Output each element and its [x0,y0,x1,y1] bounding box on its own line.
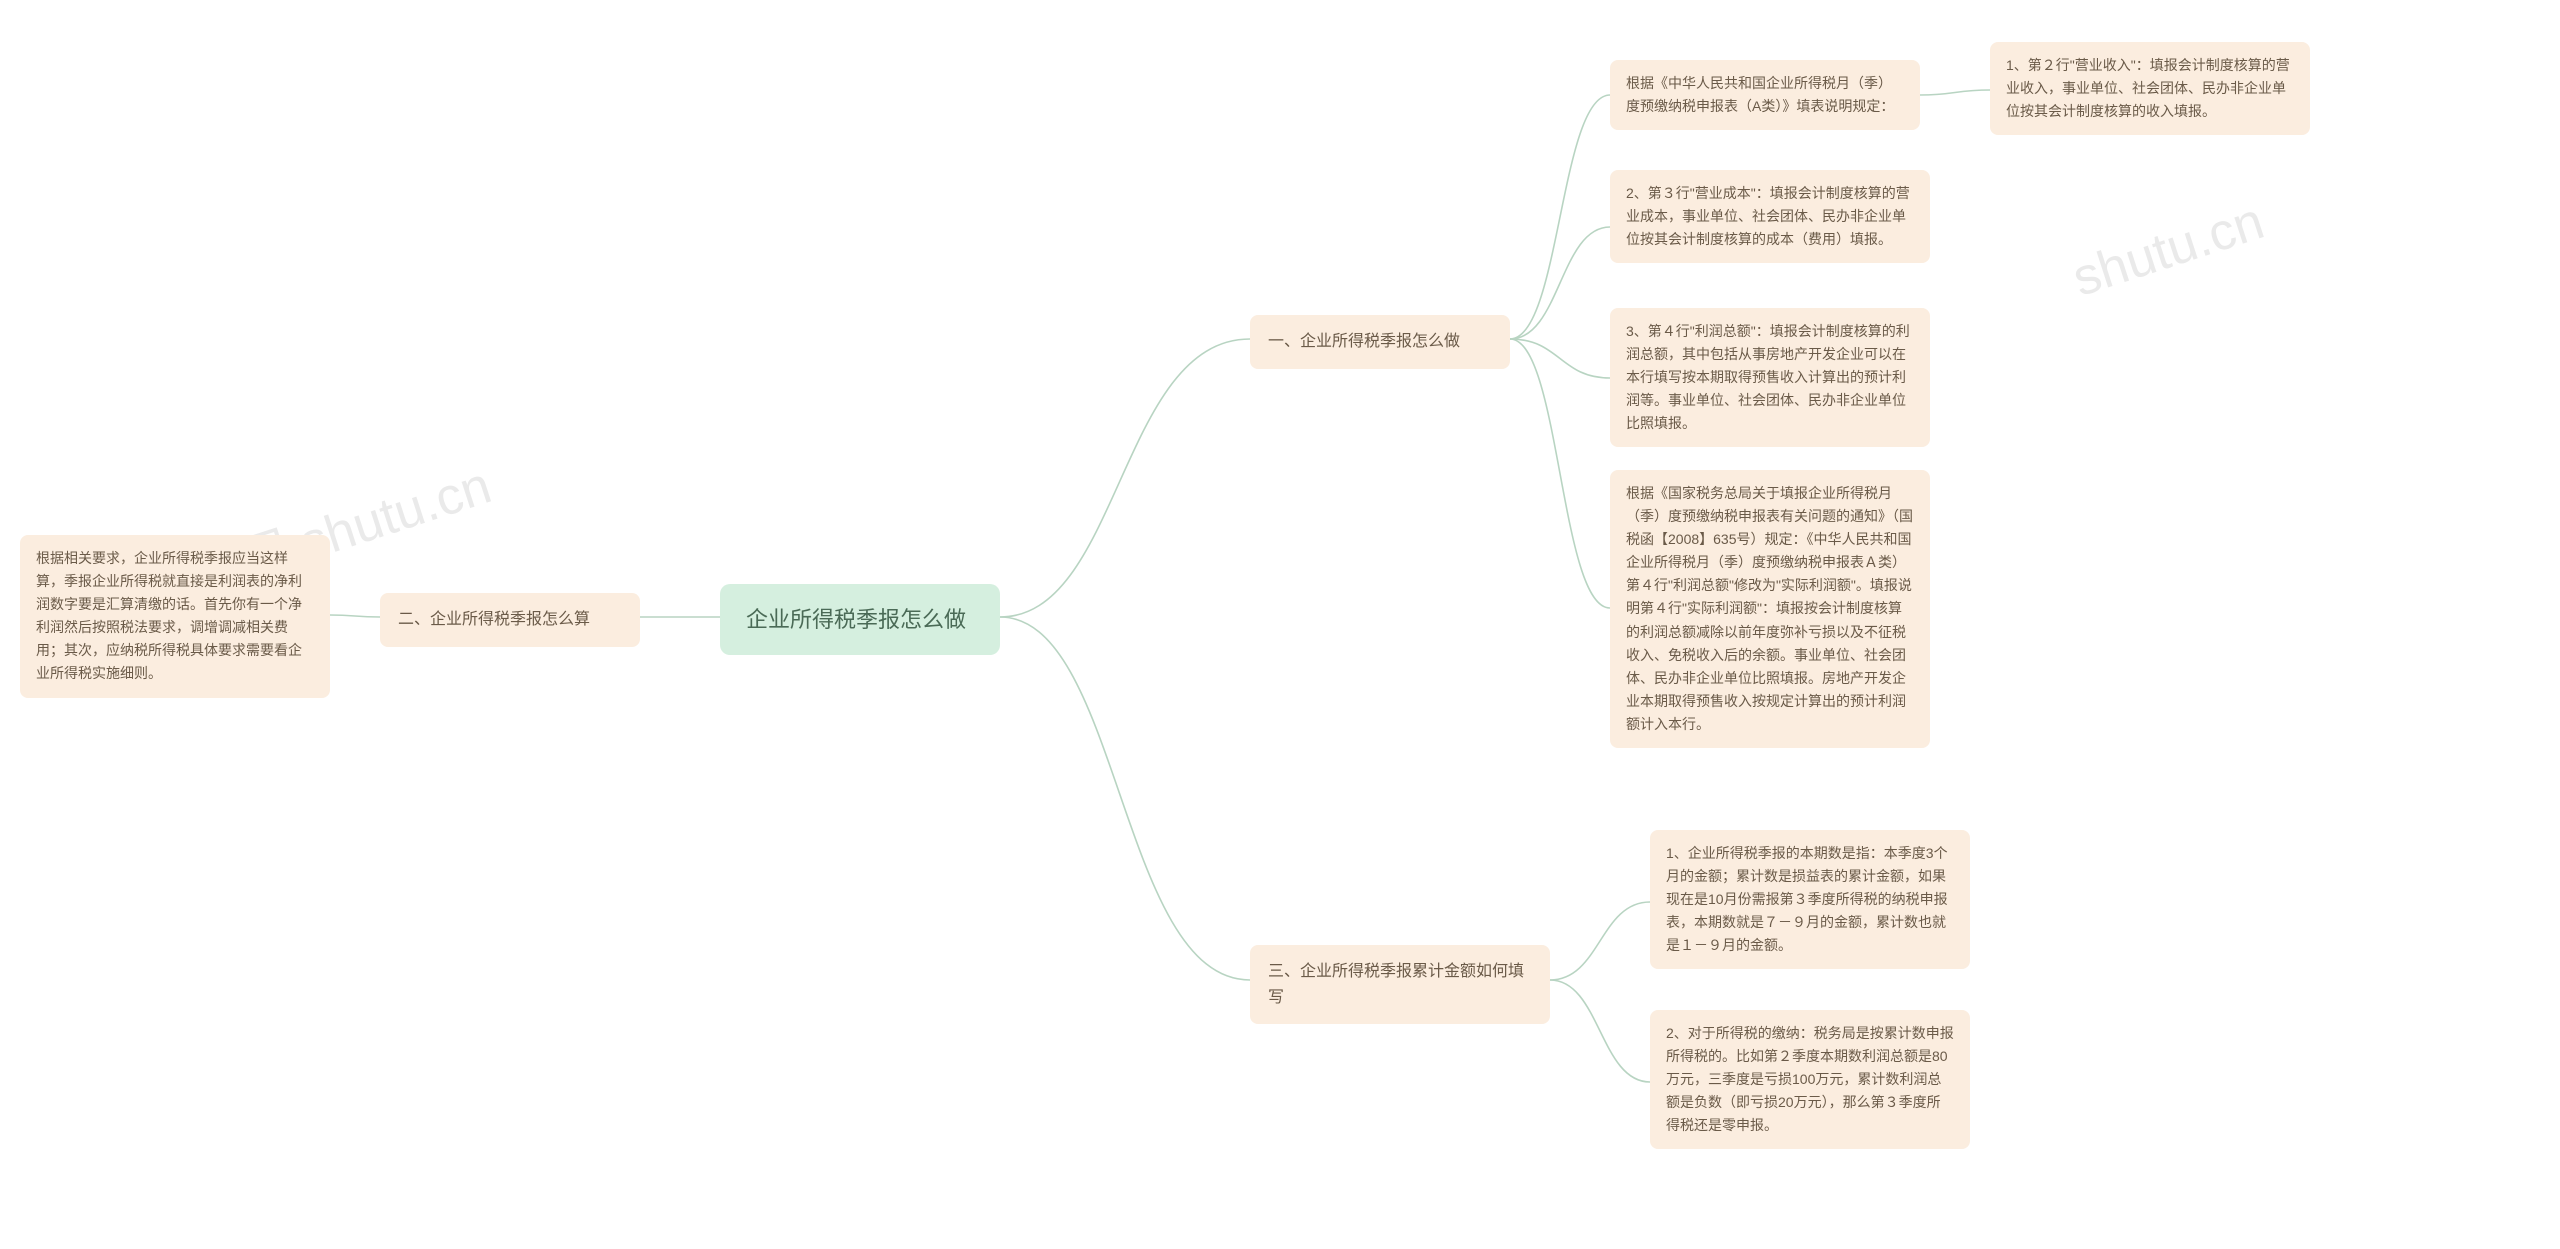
leaf-b1c1a[interactable]: 1、第２行"营业收入"：填报会计制度核算的营业收入，事业单位、社会团体、民办非企… [1990,42,2310,135]
leaf-b1c4[interactable]: 根据《国家税务总局关于填报企业所得税月（季）度预缴纳税申报表有关问题的通知》（国… [1610,470,1930,748]
leaf-b1c2[interactable]: 2、第３行"营业成本"：填报会计制度核算的营业成本，事业单位、社会团体、民办非企… [1610,170,1930,263]
branch-3-label: 三、企业所得税季报累计金额如何填写 [1268,963,1524,1006]
leaf-b3c2[interactable]: 2、对于所得税的缴纳：税务局是按累计数申报所得税的。比如第２季度本期数利润总额是… [1650,1010,1970,1149]
root-node[interactable]: 企业所得税季报怎么做 [720,584,1000,655]
branch-1-label: 一、企业所得税季报怎么做 [1268,333,1460,350]
root-label: 企业所得税季报怎么做 [746,607,966,632]
leaf-b3c1-label: 1、企业所得税季报的本期数是指：本季度3个月的金额；累计数是损益表的累计金额，如… [1666,845,1948,953]
leaf-b1c3-label: 3、第４行"利润总额"：填报会计制度核算的利润总额，其中包括从事房地产开发企业可… [1626,323,1910,431]
watermark-2: shutu.cn [2066,191,2271,309]
leaf-b2c1-label: 根据相关要求，企业所得税季报应当这样算，季报企业所得税就直接是利润表的净利润数字… [36,550,302,681]
leaf-b1c4-label: 根据《国家税务总局关于填报企业所得税月（季）度预缴纳税申报表有关问题的通知》（国… [1626,485,1913,732]
leaf-b1c2-label: 2、第３行"营业成本"：填报会计制度核算的营业成本，事业单位、社会团体、民办非企… [1626,185,1910,247]
leaf-b3c2-label: 2、对于所得税的缴纳：税务局是按累计数申报所得税的。比如第２季度本期数利润总额是… [1666,1025,1954,1133]
branch-2[interactable]: 二、企业所得税季报怎么算 [380,593,640,647]
leaf-b1c1-label: 根据《中华人民共和国企业所得税月（季）度预缴纳税申报表（A类）》填表说明规定： [1626,75,1894,114]
leaf-b1c1[interactable]: 根据《中华人民共和国企业所得税月（季）度预缴纳税申报表（A类）》填表说明规定： [1610,60,1920,130]
leaf-b1c3[interactable]: 3、第４行"利润总额"：填报会计制度核算的利润总额，其中包括从事房地产开发企业可… [1610,308,1930,447]
branch-2-label: 二、企业所得税季报怎么算 [398,611,590,628]
leaf-b2c1[interactable]: 根据相关要求，企业所得税季报应当这样算，季报企业所得税就直接是利润表的净利润数字… [20,535,330,698]
branch-3[interactable]: 三、企业所得税季报累计金额如何填写 [1250,945,1550,1024]
leaf-b3c1[interactable]: 1、企业所得税季报的本期数是指：本季度3个月的金额；累计数是损益表的累计金额，如… [1650,830,1970,969]
leaf-b1c1a-label: 1、第２行"营业收入"：填报会计制度核算的营业收入，事业单位、社会团体、民办非企… [2006,57,2290,119]
branch-1[interactable]: 一、企业所得税季报怎么做 [1250,315,1510,369]
